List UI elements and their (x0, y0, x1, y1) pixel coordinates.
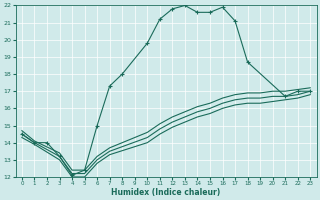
X-axis label: Humidex (Indice chaleur): Humidex (Indice chaleur) (111, 188, 221, 197)
